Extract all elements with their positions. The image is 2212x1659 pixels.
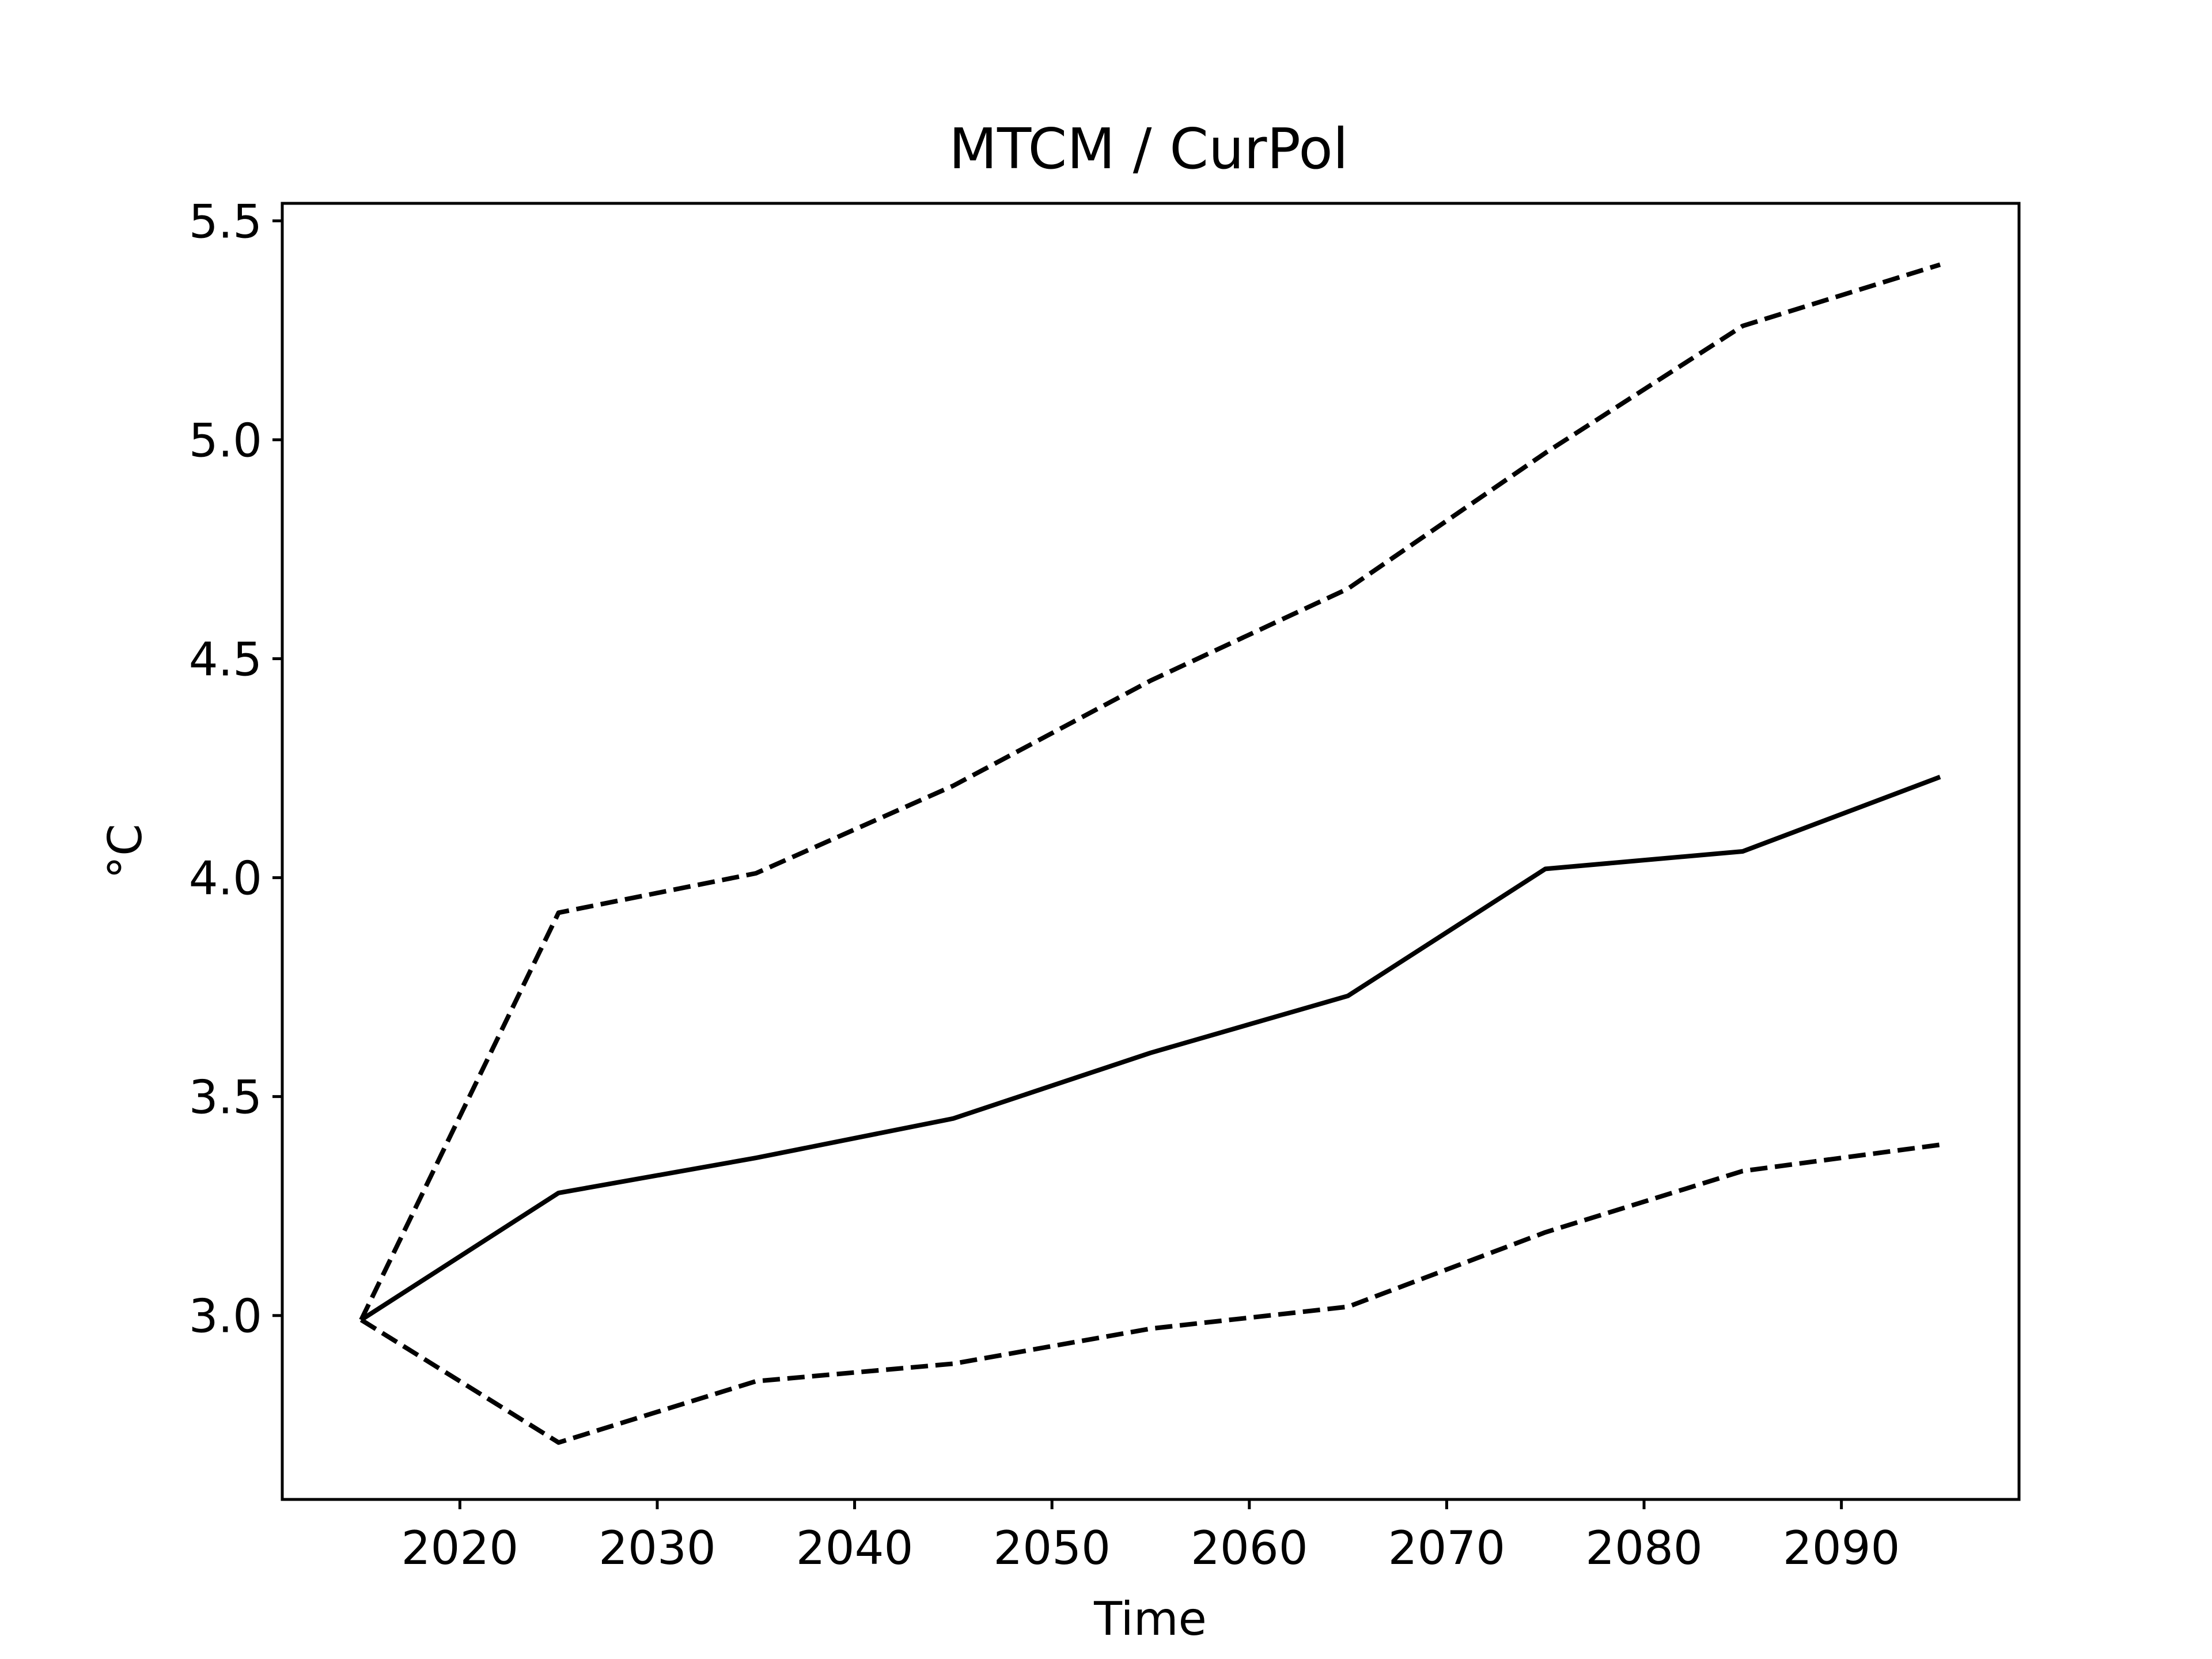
- y-tick-label: 4.5: [189, 633, 262, 687]
- series-line-3: [359, 1142, 1941, 1445]
- series-line-1: [359, 775, 1941, 1322]
- axes-frame: [281, 202, 2021, 1501]
- x-tick-label: 2040: [796, 1521, 914, 1575]
- x-tick-label: 2070: [1388, 1521, 1506, 1575]
- y-tick-label: 3.5: [189, 1071, 262, 1124]
- series-line-2: [359, 262, 1941, 1321]
- y-tick-label: 4.0: [189, 852, 262, 906]
- y-tick-label: 3.0: [189, 1290, 262, 1343]
- chart-title: MTCM / CurPol: [949, 116, 1348, 181]
- x-axis: 2020 2030 2040 2050 2060 2070 2080 2090: [402, 1499, 1900, 1575]
- y-axis-label: °C: [99, 824, 152, 879]
- x-axis-label: Time: [1093, 1592, 1207, 1646]
- x-tick-label: 2080: [1585, 1521, 1703, 1575]
- x-tick-label: 2020: [402, 1521, 519, 1575]
- plot-area: [359, 262, 1941, 1445]
- x-tick-label: 2060: [1191, 1521, 1308, 1575]
- x-tick-label: 2050: [993, 1521, 1111, 1575]
- y-axis: 3.0 3.5 4.0 4.5 5.0 5.5: [189, 195, 282, 1343]
- x-tick-label: 2090: [1783, 1521, 1900, 1575]
- x-tick-label: 2030: [599, 1521, 716, 1575]
- y-tick-label: 5.5: [189, 195, 262, 248]
- y-tick-label: 5.0: [189, 414, 262, 467]
